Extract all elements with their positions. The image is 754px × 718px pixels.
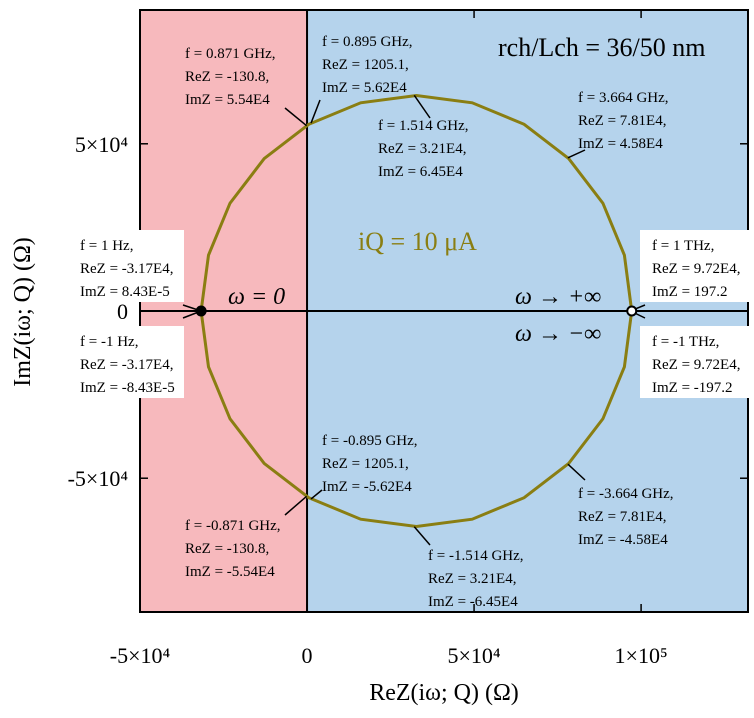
y-axis-label: ImZ(iω; Q) (Ω)	[10, 237, 36, 387]
annotation-box	[640, 326, 754, 398]
plot-frame	[139, 9, 749, 613]
annotation-box	[68, 326, 184, 398]
annotation-text: ReZ = -3.17E4,	[80, 357, 173, 373]
leader-line	[567, 463, 586, 481]
y-tick-label: 5×10⁴	[75, 132, 128, 157]
annotation-text: f = -1 Hz,	[80, 334, 138, 350]
x-tick-label: -5×10⁴	[110, 643, 171, 668]
leader-line	[413, 94, 431, 119]
annotation-text: ImZ = 4.58E4	[578, 136, 663, 152]
annotation-text: ImZ = 8.43E-5	[80, 284, 170, 300]
leader-line	[567, 149, 586, 159]
annotation-box	[640, 230, 754, 302]
annotation-text: ImZ = -6.45E4	[428, 594, 518, 610]
leader-line	[284, 107, 308, 127]
annotation-text: f = -0.871 GHz,	[185, 518, 281, 534]
annotation-text: ReZ = 3.21E4,	[378, 141, 466, 157]
leader-line	[413, 526, 431, 546]
leader-line	[284, 495, 308, 516]
plot-label: rch/Lch = 36/50 nm	[498, 33, 705, 62]
annotation-text: ReZ = 7.81E4,	[578, 113, 666, 129]
x-tick-label: 5×10⁴	[448, 643, 501, 668]
annotation-text: ReZ = 7.81E4,	[578, 509, 666, 525]
annotation-text: f = 0.895 GHz,	[322, 34, 413, 50]
annotation-text: ImZ = 5.62E4	[322, 80, 407, 96]
annotation-text: ReZ = 3.21E4,	[428, 571, 516, 587]
plot-label: ω → −∞	[515, 321, 601, 347]
annotation-text: ImZ = -4.58E4	[578, 532, 668, 548]
annotation-text: ImZ = 6.45E4	[378, 164, 463, 180]
leader-line	[310, 99, 321, 124]
annotation-text: ImZ = 197.2	[652, 284, 728, 300]
x-tick-label: 0	[302, 643, 313, 668]
annotation-text: ReZ = -130.8,	[185, 541, 269, 557]
endpoint-marker	[626, 305, 638, 317]
plot-label: iQ = 10 μA	[358, 227, 477, 256]
endpoint-marker	[195, 305, 207, 317]
annotation-text: ImZ = -5.62E4	[322, 479, 412, 495]
annotation-box	[68, 230, 184, 302]
y-tick-label: 0	[117, 299, 128, 324]
annotation-text: f = -0.895 GHz,	[322, 433, 418, 449]
annotation-text: ReZ = 9.72E4,	[652, 357, 740, 373]
annotation-text: ReZ = 9.72E4,	[652, 261, 740, 277]
annotation-text: ReZ = -3.17E4,	[80, 261, 173, 277]
annotation-text: ImZ = 5.54E4	[185, 92, 270, 108]
annotation-text: f = 0.871 GHz,	[185, 46, 276, 62]
plot-label: ω → +∞	[515, 284, 601, 310]
annotation-text: ImZ = -8.43E-5	[80, 380, 175, 396]
plot-label: ω = 0	[228, 284, 285, 310]
annotation-text: f = 3.664 GHz,	[578, 90, 669, 106]
annotation-text: f = 1 Hz,	[80, 238, 133, 254]
annotation-text: ReZ = -130.8,	[185, 69, 269, 85]
annotation-text: f = 1 THz,	[652, 238, 714, 254]
y-tick-label: -5×10⁴	[68, 466, 129, 491]
annotation-text: ReZ = 1205.1,	[322, 57, 409, 73]
x-axis-label: ReZ(iω; Q) (Ω)	[369, 680, 519, 706]
annotation-text: ImZ = -5.54E4	[185, 564, 275, 580]
annotation-text: f = -1 THz,	[652, 334, 719, 350]
leader-line	[310, 489, 323, 500]
annotation-text: f = 1.514 GHz,	[378, 118, 469, 134]
x-tick-label: 1×10⁵	[615, 643, 668, 668]
annotation-text: f = -3.664 GHz,	[578, 486, 674, 502]
annotation-text: ImZ = -197.2	[652, 380, 733, 396]
annotation-text: ReZ = 1205.1,	[322, 456, 409, 472]
annotation-text: f = -1.514 GHz,	[428, 548, 524, 564]
